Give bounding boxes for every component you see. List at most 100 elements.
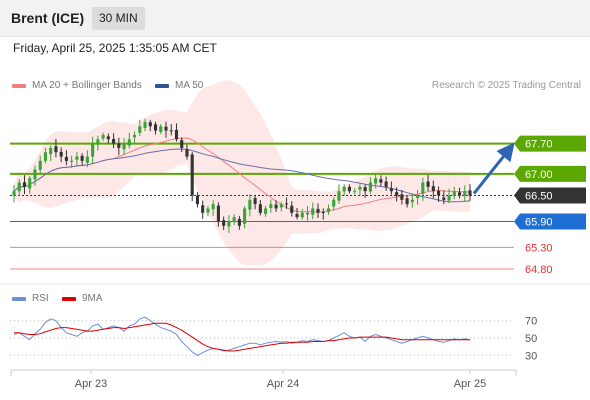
candle-body [284,203,289,205]
legend-rsi: RSI [12,293,49,304]
candle-body [442,197,446,200]
candle-body [431,186,435,192]
level-tag [514,165,586,182]
candle-body [243,208,247,224]
candle [96,135,100,151]
candle-body [138,126,142,133]
level-label-66.50: 66.50 [514,187,586,204]
candle [421,177,425,202]
candle [117,137,121,156]
candle-body [22,182,27,187]
candle [132,131,137,144]
candle [28,175,32,194]
candle-body [132,134,137,138]
candle [227,215,231,233]
candle [153,121,158,135]
candle-body [232,217,236,223]
candle [311,202,315,220]
candle [148,119,152,132]
candle [190,152,194,202]
candle [38,155,42,175]
ma20-swatch [12,83,26,88]
candle [64,150,68,166]
level-value: 67.00 [525,169,553,181]
candle [269,199,273,213]
candle-body [106,136,110,140]
legend-ma20-bollinger: MA 20 + Bollinger Bands [12,80,142,91]
candle-body [384,181,388,187]
candle-body [290,205,294,213]
candle [70,155,74,168]
candle-body [153,124,158,131]
candle-body [269,204,273,209]
candle [243,206,247,229]
candle-body [353,191,357,193]
candle [274,200,278,212]
candle [248,194,252,217]
candle-body [258,204,262,213]
candle [363,184,367,198]
candle [59,147,63,163]
candle-body [457,192,462,196]
level-tag [514,187,586,204]
candle-body [264,208,268,214]
level-label-65.30: 65.30 [525,242,553,254]
candle-body [300,212,304,218]
candle-body [227,221,231,227]
level-value: 66.50 [525,190,553,202]
candle [384,176,388,191]
candle [374,173,378,189]
candle-body [85,156,89,163]
candle [405,195,409,208]
candle-body [253,198,257,205]
x-tick-label: Apr 25 [454,378,486,390]
legend-9ma: 9MA [62,293,103,304]
candle-body [54,146,58,153]
candle-body [64,156,68,161]
candle [468,184,472,201]
candle [180,137,184,153]
candle [457,187,462,199]
9ma-swatch [62,296,76,301]
candle-body [28,178,32,189]
candle-body [363,187,367,192]
candle [410,192,414,208]
candle-body [185,149,189,157]
candle-body [143,121,147,128]
candle-body [112,138,116,144]
candle [106,133,110,144]
candle [122,137,126,155]
candle [54,138,58,158]
ma50-swatch [155,83,169,88]
candle [353,188,357,195]
copyright: Research © 2025 Trading Central [431,80,581,91]
candle [400,189,404,205]
candle-body [164,126,168,131]
candle [326,204,331,215]
rsi-9ma-line [14,322,470,352]
candle [222,216,226,230]
candle-body [311,208,315,215]
candle-body [91,143,95,157]
candle-body [332,199,336,207]
candle [436,186,441,202]
level-tag [514,135,586,152]
candle [33,165,37,186]
candle [164,121,168,138]
candle-body [38,160,42,170]
candle [112,133,116,149]
candle-body [80,155,84,161]
candle-body [368,182,372,192]
candle-body [216,205,220,222]
candle [358,183,362,196]
candle [12,185,16,203]
candle-body [237,218,241,226]
interval-selector[interactable]: 30 MIN [92,7,145,30]
candle-body [452,191,456,197]
candle-body [180,140,184,148]
candle-body [117,143,121,148]
candle [237,215,241,230]
level-label-67.00: 67.00 [514,165,586,182]
candle-body [416,195,420,198]
